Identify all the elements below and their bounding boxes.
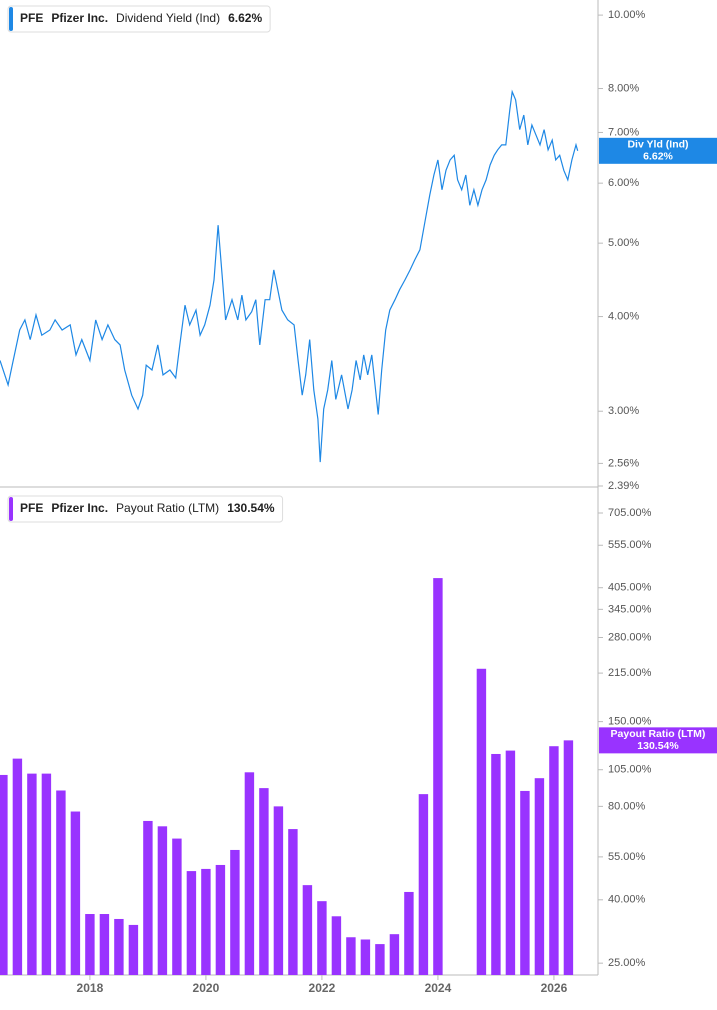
flag-value: 130.54% <box>637 740 679 752</box>
bar <box>143 820 153 975</box>
legend-company: Pfizer Inc. <box>51 11 108 25</box>
bar <box>331 916 342 975</box>
legend-company: Pfizer Inc. <box>51 501 108 515</box>
y-tick-label: 25.00% <box>608 957 646 969</box>
legend-series: Payout Ratio (LTM) <box>116 501 219 515</box>
bar <box>520 790 530 975</box>
legend-series: Dividend Yield (Ind) <box>116 11 220 25</box>
bar <box>70 811 81 975</box>
legend-ticker: PFE <box>20 501 43 515</box>
y-tick-label: 55.00% <box>608 851 646 863</box>
bar <box>549 746 559 975</box>
bar <box>563 740 574 975</box>
x-tick-label: 2020 <box>193 981 220 995</box>
legend: PFE Pfizer Inc. Payout Ratio (LTM) 130.54% <box>7 495 284 523</box>
bar <box>317 901 327 975</box>
bar <box>375 944 385 975</box>
y-tick-label: 80.00% <box>608 800 646 812</box>
flag-value: 6.62% <box>643 151 673 163</box>
y-tick-label: 405.00% <box>608 582 652 594</box>
legend-box <box>7 5 271 33</box>
bar <box>0 774 8 975</box>
legend-swatch <box>9 7 13 31</box>
y-tick-label: 105.00% <box>608 764 652 776</box>
bar <box>114 918 124 975</box>
bar <box>491 753 501 975</box>
y-tick-label: 40.00% <box>608 894 646 906</box>
legend-ticker: PFE <box>20 11 43 25</box>
bar <box>56 790 66 975</box>
bar <box>302 885 313 975</box>
bar <box>360 939 371 975</box>
bar <box>99 914 110 975</box>
legend: PFE Pfizer Inc. Dividend Yield (Ind) 6.62% <box>7 5 271 33</box>
bar <box>534 778 545 975</box>
bar <box>273 806 284 975</box>
bar <box>244 772 255 975</box>
bar <box>85 914 95 975</box>
y-tick-label: 215.00% <box>608 667 652 679</box>
bar <box>27 773 37 975</box>
legend-box <box>7 495 284 523</box>
y-tick-label: 5.00% <box>608 237 639 249</box>
last-value-flag <box>599 137 717 164</box>
y-tick-label: 4.00% <box>608 310 639 322</box>
bar <box>288 829 298 975</box>
bar <box>128 924 139 975</box>
flag-name: Payout Ratio (LTM) <box>611 728 706 740</box>
y-tick-label: 555.00% <box>608 539 652 551</box>
x-tick-label: 2024 <box>425 981 452 995</box>
y-tick-label: 2.56% <box>608 457 639 469</box>
x-tick-label: 2026 <box>541 981 568 995</box>
bar <box>230 849 240 975</box>
y-tick-label: 345.00% <box>608 603 652 615</box>
bar <box>157 826 168 975</box>
bar <box>201 868 211 975</box>
y-tick-label: 6.00% <box>608 177 639 189</box>
y-tick-label: 7.00% <box>608 126 639 138</box>
last-value-flag <box>599 727 717 754</box>
bar <box>41 773 52 975</box>
y-tick-label: 3.00% <box>608 405 639 417</box>
legend-swatch <box>9 497 13 521</box>
bar <box>404 891 414 975</box>
y-tick-label: 150.00% <box>608 716 652 728</box>
bar <box>259 788 269 975</box>
data-line <box>0 89 579 463</box>
x-tick-label: 2018 <box>77 981 104 995</box>
flag-name: Div Yld (Ind) <box>627 139 688 151</box>
bar <box>346 937 356 975</box>
x-tick-label: 2022 <box>309 981 336 995</box>
bar <box>12 758 23 975</box>
bar <box>389 934 400 975</box>
legend-value: 130.54% <box>227 501 275 515</box>
bar <box>215 864 226 975</box>
y-tick-label: 8.00% <box>608 82 639 94</box>
bar <box>505 750 516 975</box>
y-tick-label: 280.00% <box>608 631 652 643</box>
legend-value: 6.62% <box>228 11 262 25</box>
bar <box>418 794 429 975</box>
y-tick-label: 10.00% <box>608 9 646 21</box>
bar <box>172 838 182 975</box>
bar <box>186 871 197 975</box>
bar <box>476 668 487 975</box>
bar <box>433 578 443 975</box>
y-tick-label: 705.00% <box>608 507 652 519</box>
y-tick-label: 2.39% <box>608 480 639 492</box>
